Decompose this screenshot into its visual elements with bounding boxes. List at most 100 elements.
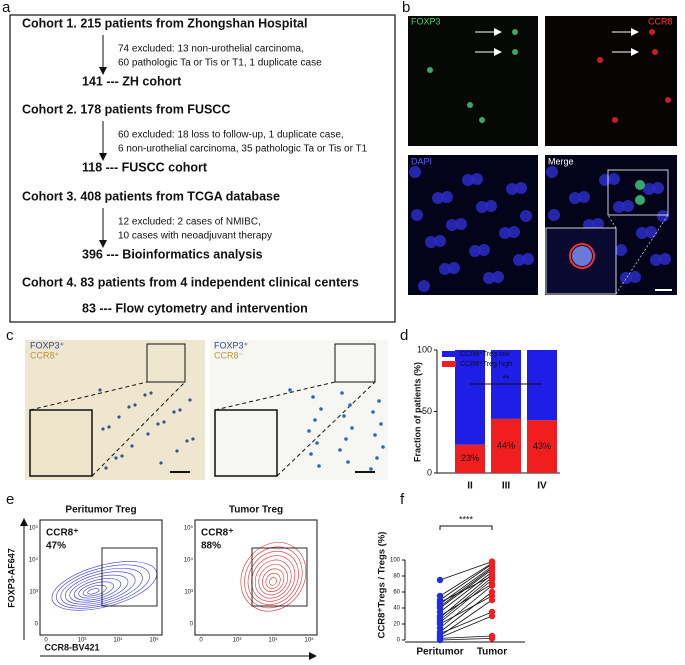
cell: [439, 263, 451, 275]
zoom-line: [607, 214, 617, 229]
stain-spot: [188, 398, 192, 402]
cell: [569, 243, 595, 269]
legend-label: CCR8⁺Treg high: [460, 361, 512, 368]
cell: [513, 254, 525, 266]
stain-spots: [98, 388, 385, 471]
plot-frame: [194, 519, 318, 636]
plot-title: Peritumor Treg: [65, 505, 136, 516]
cell: [650, 254, 662, 266]
value-label: 44%: [497, 440, 515, 450]
contour: [87, 588, 100, 595]
cell: [643, 183, 655, 195]
zoom-box: [607, 169, 669, 216]
stain-spot: [288, 388, 292, 392]
contour: [64, 571, 136, 605]
cohort-result: 396 --- Bioinformatics analysis: [82, 247, 263, 261]
cell: [652, 182, 664, 194]
y-tick-label: 10⁵: [184, 525, 194, 532]
stain-spot: [373, 433, 377, 437]
bar-segment: [527, 350, 557, 421]
zoom-inset: [214, 409, 278, 477]
contour: [251, 555, 296, 602]
pair-line: [439, 569, 493, 609]
y-tick-label: 0: [397, 638, 401, 644]
cell: [597, 57, 603, 63]
image-ccr8: [545, 16, 677, 146]
flow-cytometry: FOXP3-AF647 CCR8-BV421 Peritumor Treg CCR…: [6, 505, 318, 660]
panel-label: d: [400, 327, 408, 344]
stain-label: FOXP3⁺: [30, 340, 65, 350]
channel-label: Merge: [548, 156, 574, 166]
pair-line: [439, 585, 493, 629]
pair-line: [439, 591, 493, 633]
stain-spot: [149, 391, 153, 395]
stain-spot: [156, 422, 160, 426]
gate-percent: 47%: [46, 541, 66, 552]
legend-swatch: [442, 361, 456, 367]
cell: [657, 210, 669, 222]
x-tick-label: 10⁴: [113, 637, 123, 644]
cell: [508, 226, 520, 238]
plot-title: Tumor Treg: [229, 505, 283, 516]
x-tick-label: II: [467, 481, 473, 492]
cell: [613, 201, 625, 213]
gate-percent: 88%: [201, 541, 221, 552]
axis-label: FOXP3-AF647: [6, 548, 16, 608]
cell: [615, 244, 627, 256]
x-tick-label: 10⁵: [304, 637, 314, 644]
y-tick-label: 10³: [29, 590, 38, 596]
gate: [251, 547, 308, 607]
cell: [515, 182, 527, 194]
contour: [258, 564, 288, 596]
y-tick-label: 60: [393, 590, 400, 596]
stain-spot: [369, 467, 373, 471]
stain-spot: [162, 420, 166, 424]
excluded-text: 60 pathologic Ta or Tis or T1, 1 duplica…: [118, 58, 322, 69]
significance: **: [502, 373, 510, 383]
gate-label: CCR8⁺: [46, 528, 79, 539]
stain-spot: [377, 399, 381, 403]
stain-spot: [117, 415, 121, 419]
cohort-title: Cohort 3. 408 patients from TCGA databas…: [22, 189, 280, 203]
stain-spot: [379, 422, 383, 426]
y-tick-label: 10³: [184, 590, 193, 596]
stain-spot: [98, 388, 102, 392]
stain-spot: [104, 466, 108, 470]
cell: [635, 180, 645, 190]
zoom-line: [91, 381, 186, 477]
cell: [569, 192, 581, 204]
pair-line: [439, 577, 493, 621]
y-axis-label: Fraction of patients (%): [412, 362, 422, 462]
cells: [409, 29, 671, 292]
data-point: [488, 588, 496, 596]
y-tick-label: 100: [417, 344, 432, 354]
stain-spot: [107, 425, 111, 429]
stain-spot: [175, 449, 179, 453]
cell: [462, 174, 474, 186]
bar-segment: [455, 444, 485, 473]
cell: [418, 280, 430, 292]
pair-line: [439, 574, 493, 618]
y-tick-label: 0: [35, 622, 39, 628]
stain-spot: [159, 461, 163, 465]
cell: [492, 271, 504, 283]
stain-spot: [319, 407, 323, 411]
legend-swatch: [442, 351, 456, 357]
stain-spot: [315, 441, 319, 445]
pair-line: [439, 615, 493, 638]
gate-label: CCR8⁺: [201, 528, 234, 539]
contour: [265, 572, 281, 589]
stain-spot: [311, 395, 315, 399]
panel-label: f: [400, 491, 405, 508]
cell: [512, 29, 518, 35]
cell: [425, 236, 437, 248]
cell: [522, 253, 534, 265]
x-tick-label: 10³: [78, 638, 87, 644]
stain-spot: [371, 410, 375, 414]
ihc: FOXP3⁺ CCR8⁺ FOXP3⁺ CCR8⁻: [25, 340, 388, 480]
cell: [485, 200, 497, 212]
stain-spot: [313, 418, 317, 422]
y-tick-label: 0: [427, 467, 432, 477]
cell: [572, 246, 592, 266]
